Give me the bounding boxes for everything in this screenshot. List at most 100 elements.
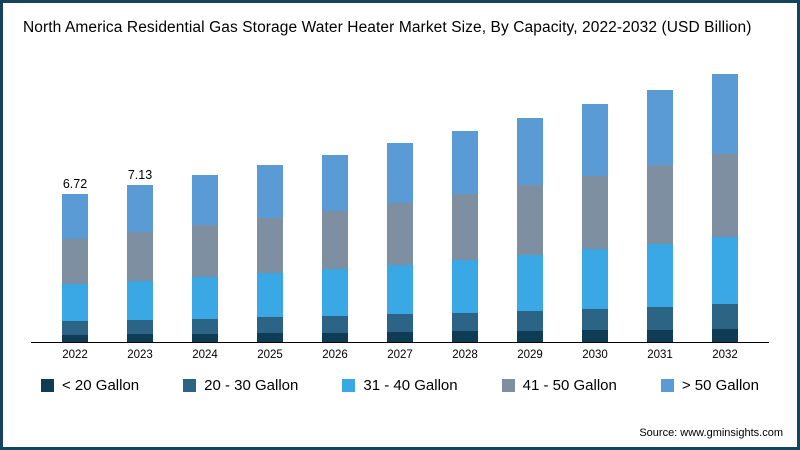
legend-swatch bbox=[41, 379, 54, 392]
bar-segment bbox=[517, 117, 543, 186]
bar-segment bbox=[127, 320, 153, 335]
legend-label: < 20 Gallon bbox=[62, 377, 140, 394]
x-axis-label: 2022 bbox=[62, 349, 88, 361]
chart-title: North America Residential Gas Storage Wa… bbox=[23, 19, 752, 36]
bar-segment bbox=[192, 175, 218, 226]
legend-label: > 50 Gallon bbox=[681, 377, 759, 394]
x-axis-labels: 2022 2023 2024 2025 2026 2027 2028 2029 2030 2031… bbox=[3, 349, 797, 361]
legend-item: 20 - 30 Gallon bbox=[183, 377, 298, 394]
bar-segment bbox=[62, 321, 88, 335]
bar-segment bbox=[322, 154, 348, 211]
bar-group bbox=[173, 53, 238, 342]
bar-segment bbox=[452, 130, 478, 195]
legend-item: 41 - 50 Gallon bbox=[501, 377, 617, 394]
bar-stack bbox=[62, 194, 88, 342]
bar-stack bbox=[322, 154, 348, 342]
bar-segment bbox=[452, 194, 478, 260]
bar-segment bbox=[647, 329, 673, 342]
bar-segment bbox=[322, 332, 348, 342]
legend-label: 41 - 50 Gallon bbox=[522, 377, 617, 394]
bar-segment bbox=[62, 284, 88, 322]
bar-value-label: 7.13 bbox=[127, 168, 153, 183]
bar-segment bbox=[517, 254, 543, 311]
bar-segment bbox=[192, 277, 218, 319]
bar-segment bbox=[452, 259, 478, 313]
bar-stack bbox=[452, 130, 478, 342]
legend-swatch bbox=[183, 379, 197, 392]
bar-segment bbox=[257, 333, 283, 342]
x-axis-label: 2030 bbox=[582, 349, 608, 361]
bar-group bbox=[238, 53, 303, 342]
bar-segment bbox=[127, 185, 153, 233]
bar-stack bbox=[387, 143, 413, 342]
x-axis-label: 2031 bbox=[647, 349, 673, 361]
legend: < 20 Gallon 20 - 30 Gallon 31 - 40 Gallo… bbox=[3, 377, 797, 394]
x-axis-label: 2023 bbox=[127, 349, 153, 361]
bar-group bbox=[628, 53, 693, 342]
bar-segment bbox=[62, 194, 88, 239]
bar-group bbox=[498, 53, 563, 342]
bar-segment bbox=[127, 334, 153, 342]
bar-segment bbox=[582, 330, 608, 342]
bar-segment bbox=[322, 210, 348, 269]
legend-label: 20 - 30 Gallon bbox=[204, 377, 299, 394]
bar-segment bbox=[582, 308, 608, 331]
source-text: Source: www.gminsights.com bbox=[639, 427, 783, 439]
bar-segment bbox=[712, 237, 738, 305]
bar-segment bbox=[257, 317, 283, 334]
bar-segment bbox=[712, 73, 738, 155]
legend-swatch bbox=[660, 379, 674, 392]
bar-stack bbox=[192, 175, 218, 342]
chart: 6.72 7.13 bbox=[3, 53, 797, 343]
bar-segment bbox=[712, 304, 738, 329]
legend-item: 31 - 40 Gallon bbox=[342, 377, 458, 394]
bar-segment bbox=[387, 264, 413, 315]
plot-area: 6.72 7.13 bbox=[31, 53, 769, 343]
bar-segment bbox=[517, 310, 543, 331]
bar-segment bbox=[127, 232, 153, 281]
bar-value-label: 6.72 bbox=[62, 177, 88, 192]
bar-segment bbox=[647, 89, 673, 166]
x-axis-label: 2028 bbox=[452, 349, 478, 361]
legend-swatch bbox=[342, 379, 356, 392]
bar-segment bbox=[582, 175, 608, 250]
bar-segment bbox=[387, 314, 413, 333]
x-axis-label: 2025 bbox=[257, 349, 283, 361]
bar-segment bbox=[62, 334, 88, 342]
bar-segment bbox=[192, 318, 218, 334]
bar-stack bbox=[712, 73, 738, 342]
legend-item: > 50 Gallon bbox=[660, 377, 759, 394]
bar-segment bbox=[647, 306, 673, 330]
bar-group bbox=[303, 53, 368, 342]
x-axis-label: 2026 bbox=[322, 349, 348, 361]
bar-stack bbox=[127, 185, 153, 342]
bar-segment bbox=[712, 328, 738, 342]
bar-segment bbox=[647, 165, 673, 244]
bar-group: 6.72 bbox=[43, 53, 108, 342]
bar-segment bbox=[452, 312, 478, 332]
legend-swatch bbox=[501, 379, 515, 392]
x-axis-label: 2027 bbox=[387, 349, 413, 361]
bar-stack bbox=[582, 104, 608, 342]
bar-segment bbox=[322, 315, 348, 333]
bar-segment bbox=[62, 238, 88, 285]
bar-segment bbox=[647, 243, 673, 307]
bar-group bbox=[368, 53, 433, 342]
legend-label: 31 - 40 Gallon bbox=[363, 377, 458, 394]
bar-segment bbox=[712, 154, 738, 238]
bar-segment bbox=[257, 273, 283, 318]
bar-stack bbox=[517, 117, 543, 342]
bar-group bbox=[693, 53, 758, 342]
legend-item: < 20 Gallon bbox=[41, 377, 139, 394]
bar-stack bbox=[647, 89, 673, 342]
bar-segment bbox=[582, 249, 608, 309]
bar-segment bbox=[387, 143, 413, 203]
bar-group: 7.13 bbox=[108, 53, 173, 342]
bar-segment bbox=[257, 218, 283, 274]
bar-segment bbox=[517, 330, 543, 342]
x-axis-label: 2029 bbox=[517, 349, 543, 361]
bar-segment bbox=[517, 185, 543, 255]
bar-segment bbox=[257, 165, 283, 219]
x-axis-label: 2024 bbox=[192, 349, 218, 361]
